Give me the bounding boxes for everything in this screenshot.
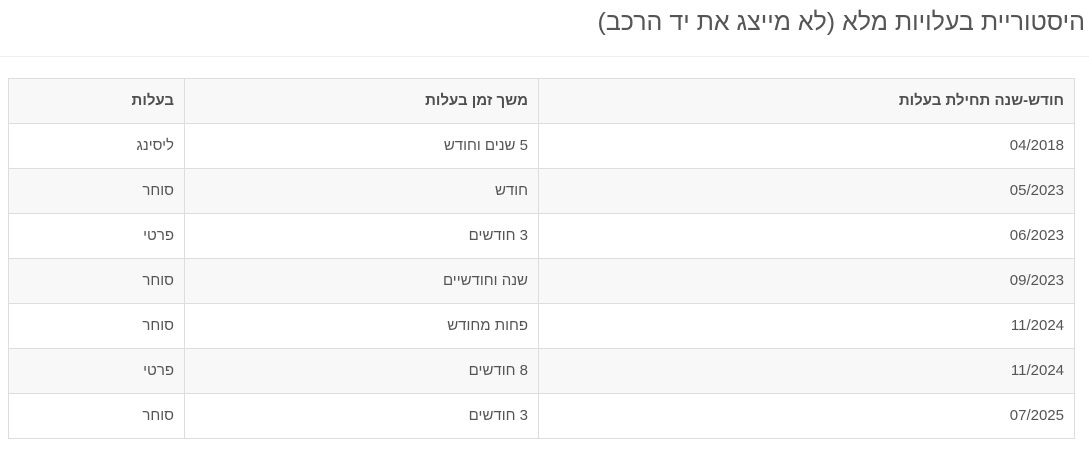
table-header: חודש-שנה תחילת בעלות משך זמן בעלות בעלות: [8, 78, 1075, 124]
page-title: היסטוריית בעלויות מלא (לא מייצג את יד הר…: [597, 8, 1085, 36]
title-divider: [0, 56, 1089, 57]
cell-duration: 3 חודשים: [184, 213, 539, 259]
table-row: 07/2025 3 חודשים סוחר: [8, 393, 1075, 439]
ownership-history-table: חודש-שנה תחילת בעלות משך זמן בעלות בעלות…: [8, 78, 1075, 439]
cell-ownership: פרטי: [8, 348, 185, 394]
table-row: 05/2023 חודש סוחר: [8, 168, 1075, 214]
cell-ownership: ליסינג: [8, 123, 185, 169]
cell-ownership: סוחר: [8, 303, 185, 349]
cell-duration: שנה וחודשיים: [184, 258, 539, 304]
table-row: 11/2024 8 חודשים פרטי: [8, 348, 1075, 394]
table-row: 09/2023 שנה וחודשיים סוחר: [8, 258, 1075, 304]
cell-start: 09/2023: [538, 258, 1075, 304]
cell-duration: פחות מחודש: [184, 303, 539, 349]
table-body: 04/2018 5 שנים וחודש ליסינג 05/2023 חודש סוחר…: [8, 123, 1075, 439]
table-row: 04/2018 5 שנים וחודש ליסינג: [8, 123, 1075, 169]
cell-ownership: פרטי: [8, 213, 185, 259]
cell-duration: חודש: [184, 168, 539, 214]
table-row: 06/2023 3 חודשים פרטי: [8, 213, 1075, 259]
cell-start: 06/2023: [538, 213, 1075, 259]
cell-start: 11/2024: [538, 348, 1075, 394]
cell-ownership: סוחר: [8, 393, 185, 439]
cell-start: 07/2025: [538, 393, 1075, 439]
cell-ownership: סוחר: [8, 168, 185, 214]
cell-ownership: סוחר: [8, 258, 185, 304]
column-header-ownership-duration: משך זמן בעלות: [184, 78, 539, 124]
cell-duration: 3 חודשים: [184, 393, 539, 439]
table-header-row: חודש-שנה תחילת בעלות משך זמן בעלות בעלות: [8, 78, 1075, 124]
cell-duration: 5 שנים וחודש: [184, 123, 539, 169]
cell-start: 04/2018: [538, 123, 1075, 169]
column-header-ownership-type: בעלות: [8, 78, 185, 124]
cell-duration: 8 חודשים: [184, 348, 539, 394]
cell-start: 05/2023: [538, 168, 1075, 214]
column-header-ownership-start: חודש-שנה תחילת בעלות: [538, 78, 1075, 124]
table-row: 11/2024 פחות מחודש סוחר: [8, 303, 1075, 349]
cell-start: 11/2024: [538, 303, 1075, 349]
